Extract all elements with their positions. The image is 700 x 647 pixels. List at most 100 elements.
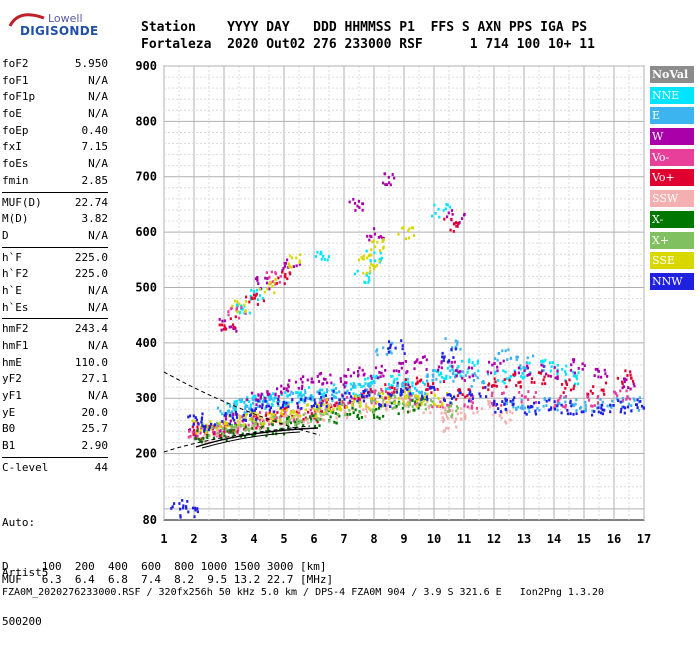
echo-pixel (297, 391, 300, 395)
echo-pixel (515, 358, 518, 362)
echo-pixel (255, 403, 258, 407)
echo-pixel (351, 403, 354, 407)
param-row: B0 25.7 (2, 421, 108, 438)
echo-pixel (254, 277, 258, 281)
echo-pixel (178, 502, 181, 505)
echo-point (387, 339, 406, 355)
header-row-2: Fortaleza 2020 Out02 276 233000 RSF 1 71… (141, 37, 595, 52)
echo-pixel (523, 375, 526, 379)
echo-pixel (496, 369, 499, 373)
echo-pixel (606, 375, 609, 378)
echo-pixel (488, 400, 491, 404)
echo-pixel (411, 405, 414, 408)
echo-pixel (296, 418, 299, 421)
echo-pixel (455, 405, 459, 408)
echo-pixel (300, 407, 303, 410)
echo-pixel (252, 293, 256, 297)
echo-pixel (521, 376, 524, 380)
echo-pixel (333, 383, 336, 387)
echo-pixel (324, 394, 327, 397)
echo-pixel (600, 406, 603, 410)
echo-pixel (330, 381, 333, 385)
echo-pixel (525, 361, 528, 365)
echo-pixel (191, 430, 194, 434)
echo-pixel (439, 400, 442, 404)
echo-pixel (302, 418, 305, 421)
echo-pixel (268, 287, 271, 291)
echo-pixel (407, 236, 411, 240)
echo-pixel (393, 397, 396, 401)
x-tick-label: 1 (160, 532, 167, 546)
echo-pixel (403, 390, 406, 394)
echo-pixel (396, 384, 399, 388)
echo-pixel (638, 400, 641, 404)
echo-pixel (587, 392, 590, 396)
param-separator (2, 456, 108, 458)
echo-pixel (553, 400, 556, 403)
echo-pixel (306, 403, 309, 406)
echo-pixel (484, 386, 487, 389)
echo-pixel (410, 393, 413, 397)
echo-pixel (487, 399, 490, 403)
echo-pixel (526, 356, 529, 360)
echo-pixel (543, 398, 546, 401)
echo-pixel (426, 400, 429, 404)
echo-pixel (374, 245, 377, 249)
echo-pixel (627, 386, 630, 389)
echo-pixel (508, 376, 511, 380)
echo-pixel (258, 418, 262, 422)
echo-pixel (292, 411, 295, 415)
echo-pixel (345, 381, 348, 385)
x-tick-label: 9 (400, 532, 407, 546)
echo-pixel (501, 349, 504, 353)
echo-pixel (403, 385, 406, 389)
echo-pixel (196, 507, 199, 510)
echo-pixel (238, 302, 241, 306)
echo-pixel (600, 388, 603, 392)
echo-pixel (506, 358, 509, 361)
echo-pixel (296, 404, 300, 408)
echo-point (593, 367, 609, 379)
echo-pixel (459, 347, 462, 351)
echo-pixel (384, 183, 387, 186)
echo-pixel (549, 374, 552, 378)
echo-pixel (390, 394, 393, 397)
echo-pixel (469, 390, 472, 394)
echo-pixel (262, 299, 265, 303)
echo-pixel (550, 365, 553, 369)
echo-pixel (222, 434, 225, 437)
echo-point (281, 403, 298, 419)
echo-pixel (348, 408, 351, 412)
echo-pixel (388, 181, 391, 185)
echo-pixel (317, 380, 321, 383)
echo-pixel (520, 375, 523, 378)
echo-point (218, 315, 237, 331)
echo-pixel (564, 370, 567, 373)
echo-pixel (235, 399, 238, 403)
param-value: N/A (88, 300, 108, 314)
echo-pixel (187, 415, 190, 419)
echo-pixel (333, 420, 336, 424)
echo-pixel (302, 375, 305, 379)
echo-pixel (418, 398, 421, 401)
echo-point (353, 269, 371, 285)
echo-pixel (493, 384, 496, 388)
echo-pixel (454, 347, 457, 351)
echo-pixel (306, 378, 309, 382)
echo-pixel (470, 404, 473, 408)
echo-pixel (329, 373, 332, 377)
echo-pixel (611, 399, 614, 403)
echo-pixel (369, 259, 372, 263)
x-tick-label: 14 (547, 532, 561, 546)
echo-pixel (298, 261, 301, 264)
echo-pixel (597, 406, 600, 410)
echo-pixel (597, 370, 600, 373)
echo-pixel (257, 393, 260, 397)
echo-pixel (639, 400, 642, 403)
echo-pixel (441, 351, 444, 355)
echo-pixel (497, 352, 501, 355)
echo-pixel (192, 433, 195, 437)
echo-pixel (359, 395, 362, 398)
echo-pixel (545, 399, 548, 403)
echo-pixel (370, 380, 374, 384)
